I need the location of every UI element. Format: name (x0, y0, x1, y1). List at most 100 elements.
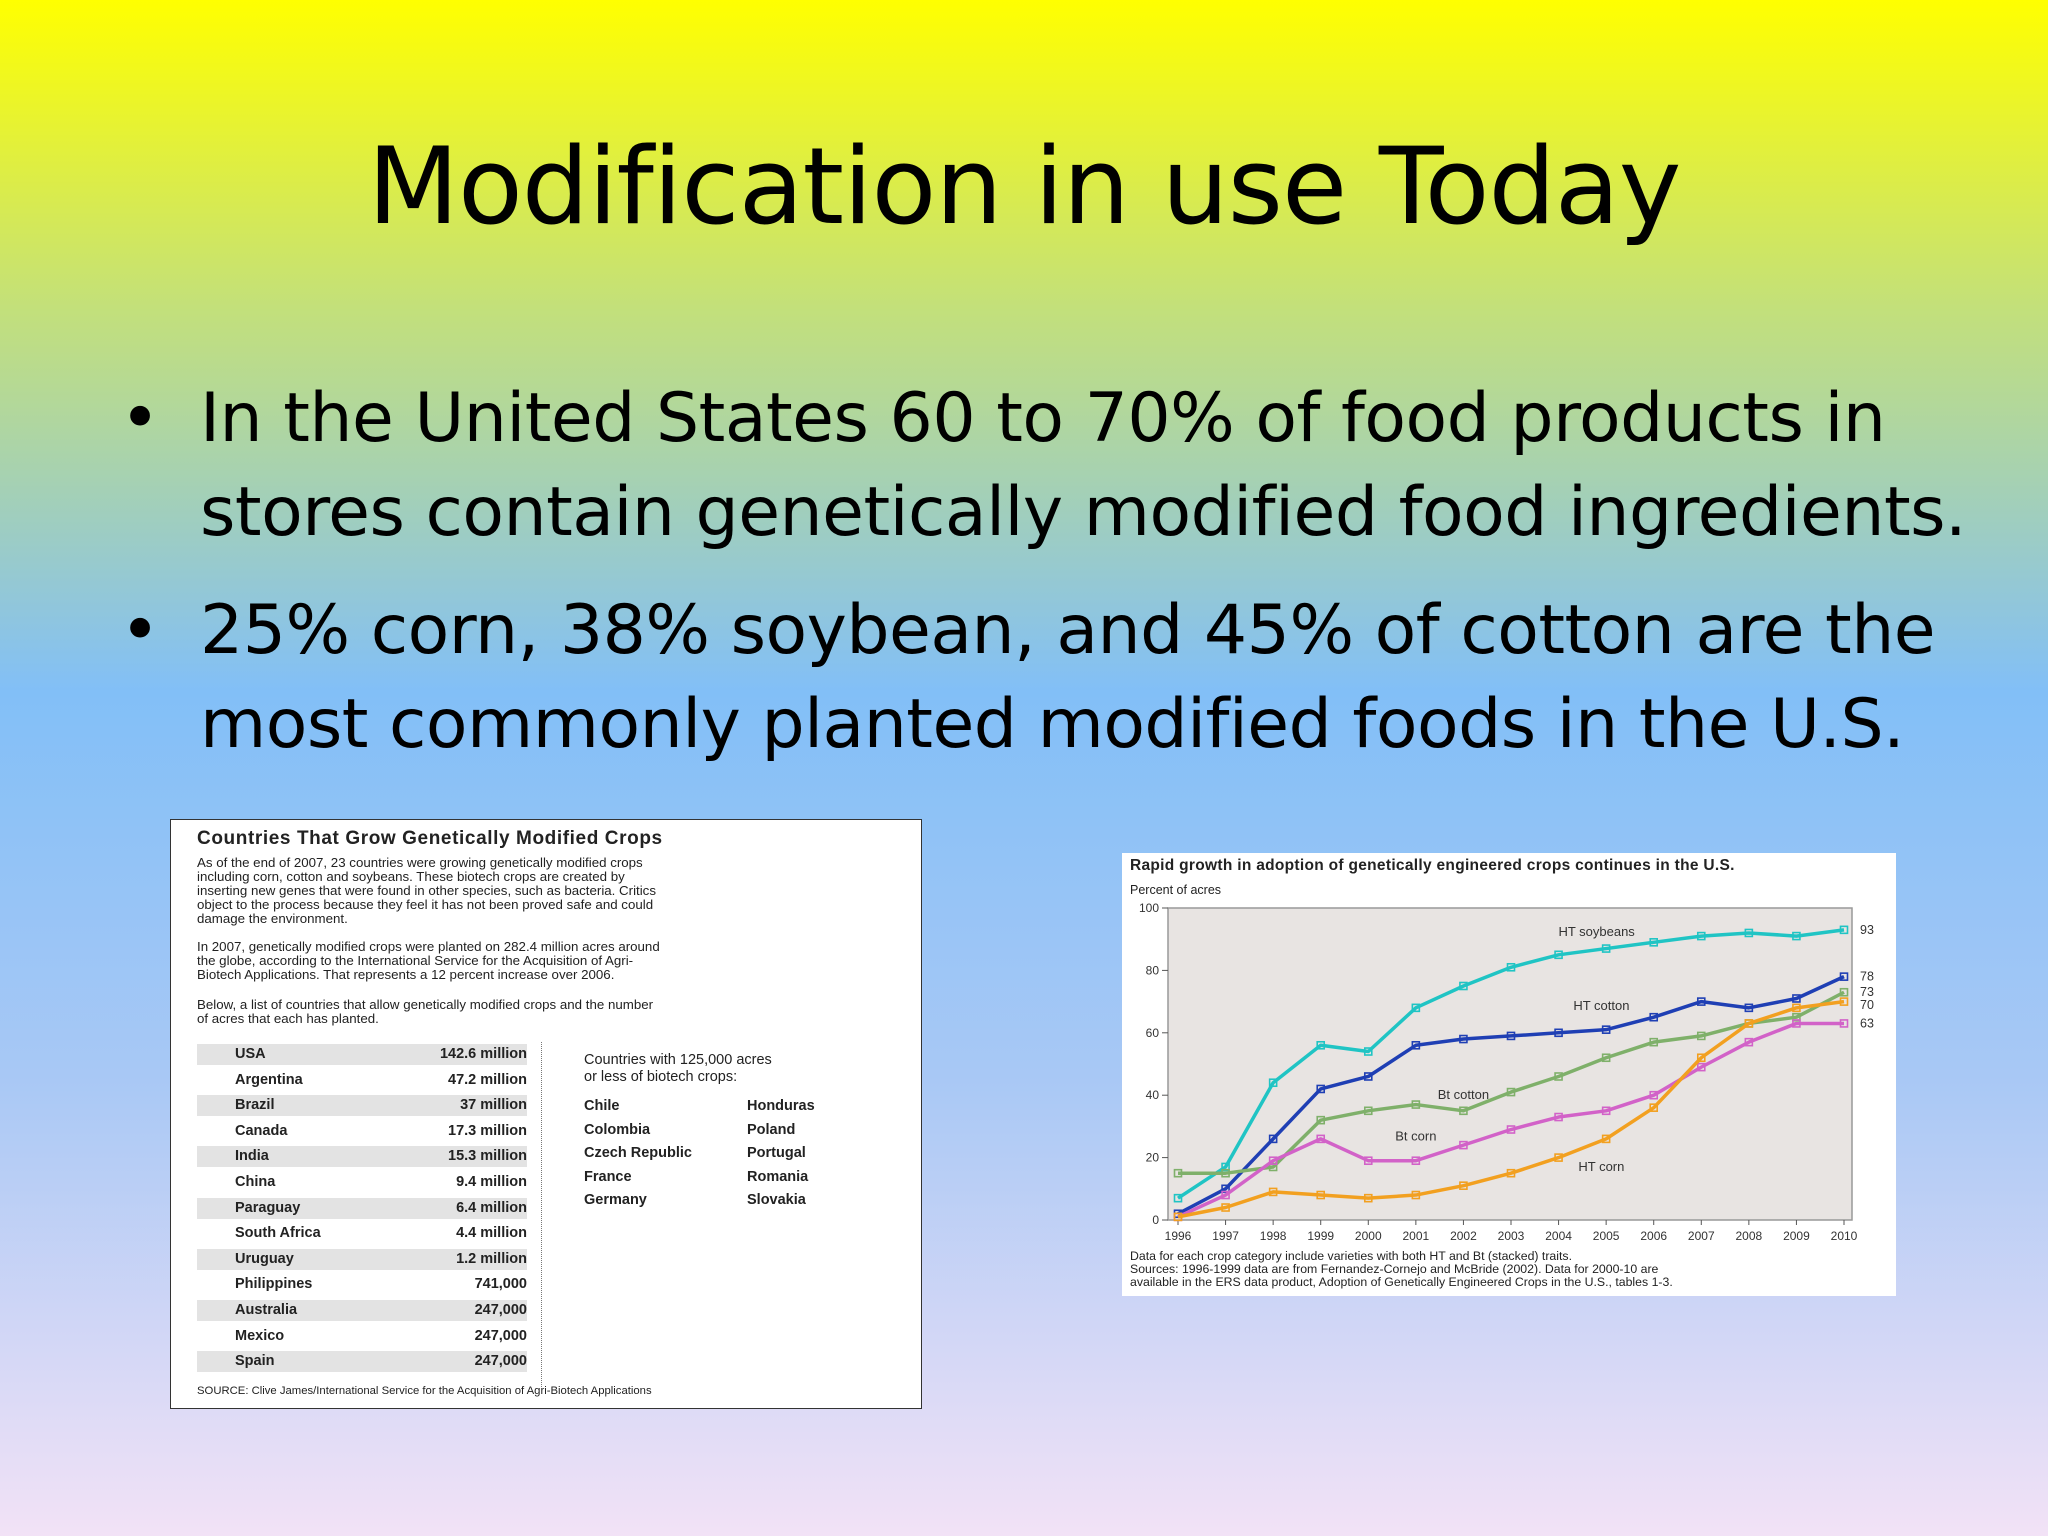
data-point (1649, 938, 1659, 947)
end-value-label: 63 (1860, 1016, 1874, 1030)
country-name: Argentina (235, 1071, 303, 1088)
country-name: Honduras (747, 1098, 815, 1114)
series-label: HT cotton (1573, 998, 1629, 1013)
country-name: Philippines (235, 1276, 313, 1293)
plot-area (1167, 907, 1853, 1221)
country-name: Slovakia (747, 1192, 806, 1208)
bullet-line: stores contain genetically modified food… (200, 473, 1967, 552)
row-background (197, 1248, 527, 1270)
acreage-value: 37 million (460, 1097, 527, 1114)
data-point (1506, 1087, 1516, 1097)
table-row: Brazil 37 million (197, 1093, 701, 1119)
x-tick-label: 2001 (1403, 1229, 1430, 1243)
data-point (1792, 994, 1801, 1003)
table-row: Argentina 47.2 million (197, 1068, 701, 1094)
series-line (1178, 990, 1845, 1175)
data-point (1316, 1190, 1326, 1200)
acreage-paragraph: In 2007, genetically modified crops were… (197, 940, 897, 982)
data-point (1601, 1134, 1611, 1144)
series-line (1177, 975, 1845, 1216)
chart-notes: Data for each crop category include vari… (1130, 1250, 1890, 1289)
para-line: including corn, cotton and soybeans. The… (197, 869, 625, 884)
country-name: Czech Republic (584, 1145, 692, 1161)
country-name: India (235, 1148, 269, 1165)
chart-title: Rapid growth in adoption of genetically … (1130, 857, 1735, 874)
table-row: Uruguay 1.2 million (197, 1247, 701, 1273)
data-point (1554, 950, 1563, 960)
country-name: Germany (584, 1192, 647, 1208)
data-point (1601, 944, 1611, 953)
y-tick-label: 60 (1146, 1026, 1160, 1040)
data-point (1506, 1125, 1516, 1134)
x-tick-label: 2000 (1355, 1229, 1382, 1243)
data-point (1411, 1156, 1421, 1166)
small-countries-col2: Honduras Poland Portugal Romania Slovaki… (747, 1095, 815, 1213)
para-line: Below, a list of countries that allow ge… (197, 997, 654, 1012)
note-line: available in the ERS data product, Adopt… (1130, 1275, 1673, 1289)
acreage-value: 741,000 (474, 1276, 527, 1293)
data-point (1649, 1090, 1659, 1100)
series-label: Bt cotton (1438, 1087, 1489, 1102)
bullet-dot-icon: • (120, 379, 160, 458)
table-row: Canada 17.3 million (197, 1119, 701, 1145)
table-row: Paraguay 6.4 million (197, 1196, 701, 1222)
data-point (1744, 1003, 1754, 1013)
data-point (1363, 1047, 1373, 1056)
acreage-value: 247,000 (474, 1353, 527, 1370)
row-background (197, 1299, 527, 1321)
country-name: South Africa (235, 1225, 321, 1242)
data-point (1839, 987, 1849, 997)
table-row: China 9.4 million (197, 1170, 701, 1196)
acreage-value: 9.4 million (456, 1173, 527, 1190)
para-line: Biotech Applications. That represents a … (197, 967, 615, 982)
end-value-label: 93 (1860, 923, 1874, 937)
heading-line: or less of biotech crops: (584, 1069, 738, 1085)
country-name: Australia (235, 1301, 298, 1318)
row-background (197, 1044, 527, 1065)
data-point (1363, 1072, 1373, 1081)
series-label: HT corn (1578, 1159, 1624, 1174)
acreage-value: 17.3 million (448, 1122, 527, 1139)
y-tick-label: 40 (1146, 1088, 1160, 1102)
data-point (1268, 1134, 1278, 1144)
data-point (1696, 931, 1706, 941)
series-line (1177, 999, 1845, 1219)
data-point (1506, 1168, 1516, 1178)
note-line: Data for each crop category include vari… (1130, 1249, 1572, 1263)
data-point (1173, 1193, 1183, 1203)
table-row: USA 142.6 million (197, 1042, 701, 1068)
data-point (1221, 1168, 1230, 1178)
data-point (1696, 997, 1706, 1006)
country-name: Mexico (235, 1327, 285, 1344)
x-tick-label: 2008 (1736, 1229, 1763, 1243)
country-name: Colombia (584, 1121, 651, 1138)
chart-plot: 0 20 40 60 80 100 1996 1997 1998 1999 2000 2001 2002… (1139, 901, 1874, 1243)
x-tick-label: 2003 (1498, 1229, 1525, 1243)
data-point (1459, 981, 1468, 991)
row-background (197, 1351, 527, 1373)
x-tick-label: 1997 (1212, 1229, 1239, 1243)
country-name: France (584, 1168, 632, 1185)
para-line: As of the end of 2007, 23 countries were… (197, 855, 643, 870)
country-name: Brazil (235, 1097, 275, 1114)
data-point (1839, 1019, 1849, 1028)
end-value-label: 78 (1860, 970, 1874, 984)
data-point (1601, 1053, 1611, 1063)
country-name: Chile (584, 1098, 620, 1114)
row-background (197, 1197, 527, 1219)
row-background (197, 1146, 527, 1168)
country-name: USA (235, 1046, 266, 1062)
end-value-label: 70 (1860, 998, 1874, 1012)
x-tick-label: 2006 (1640, 1229, 1667, 1243)
series-label: HT soybeans (1558, 924, 1635, 939)
data-point (1792, 1003, 1801, 1013)
data-point (1792, 1019, 1801, 1028)
heading-line: Countries with 125,000 acres (584, 1052, 772, 1068)
x-tick-label: 1999 (1307, 1229, 1334, 1243)
x-tick-label: 2010 (1831, 1229, 1858, 1243)
data-point (1316, 1115, 1326, 1125)
para-line: object to the process because they feel … (197, 897, 654, 912)
data-point (1839, 972, 1849, 981)
table-row: Mexico 247,000 (197, 1324, 701, 1350)
country-name: Spain (235, 1353, 275, 1370)
